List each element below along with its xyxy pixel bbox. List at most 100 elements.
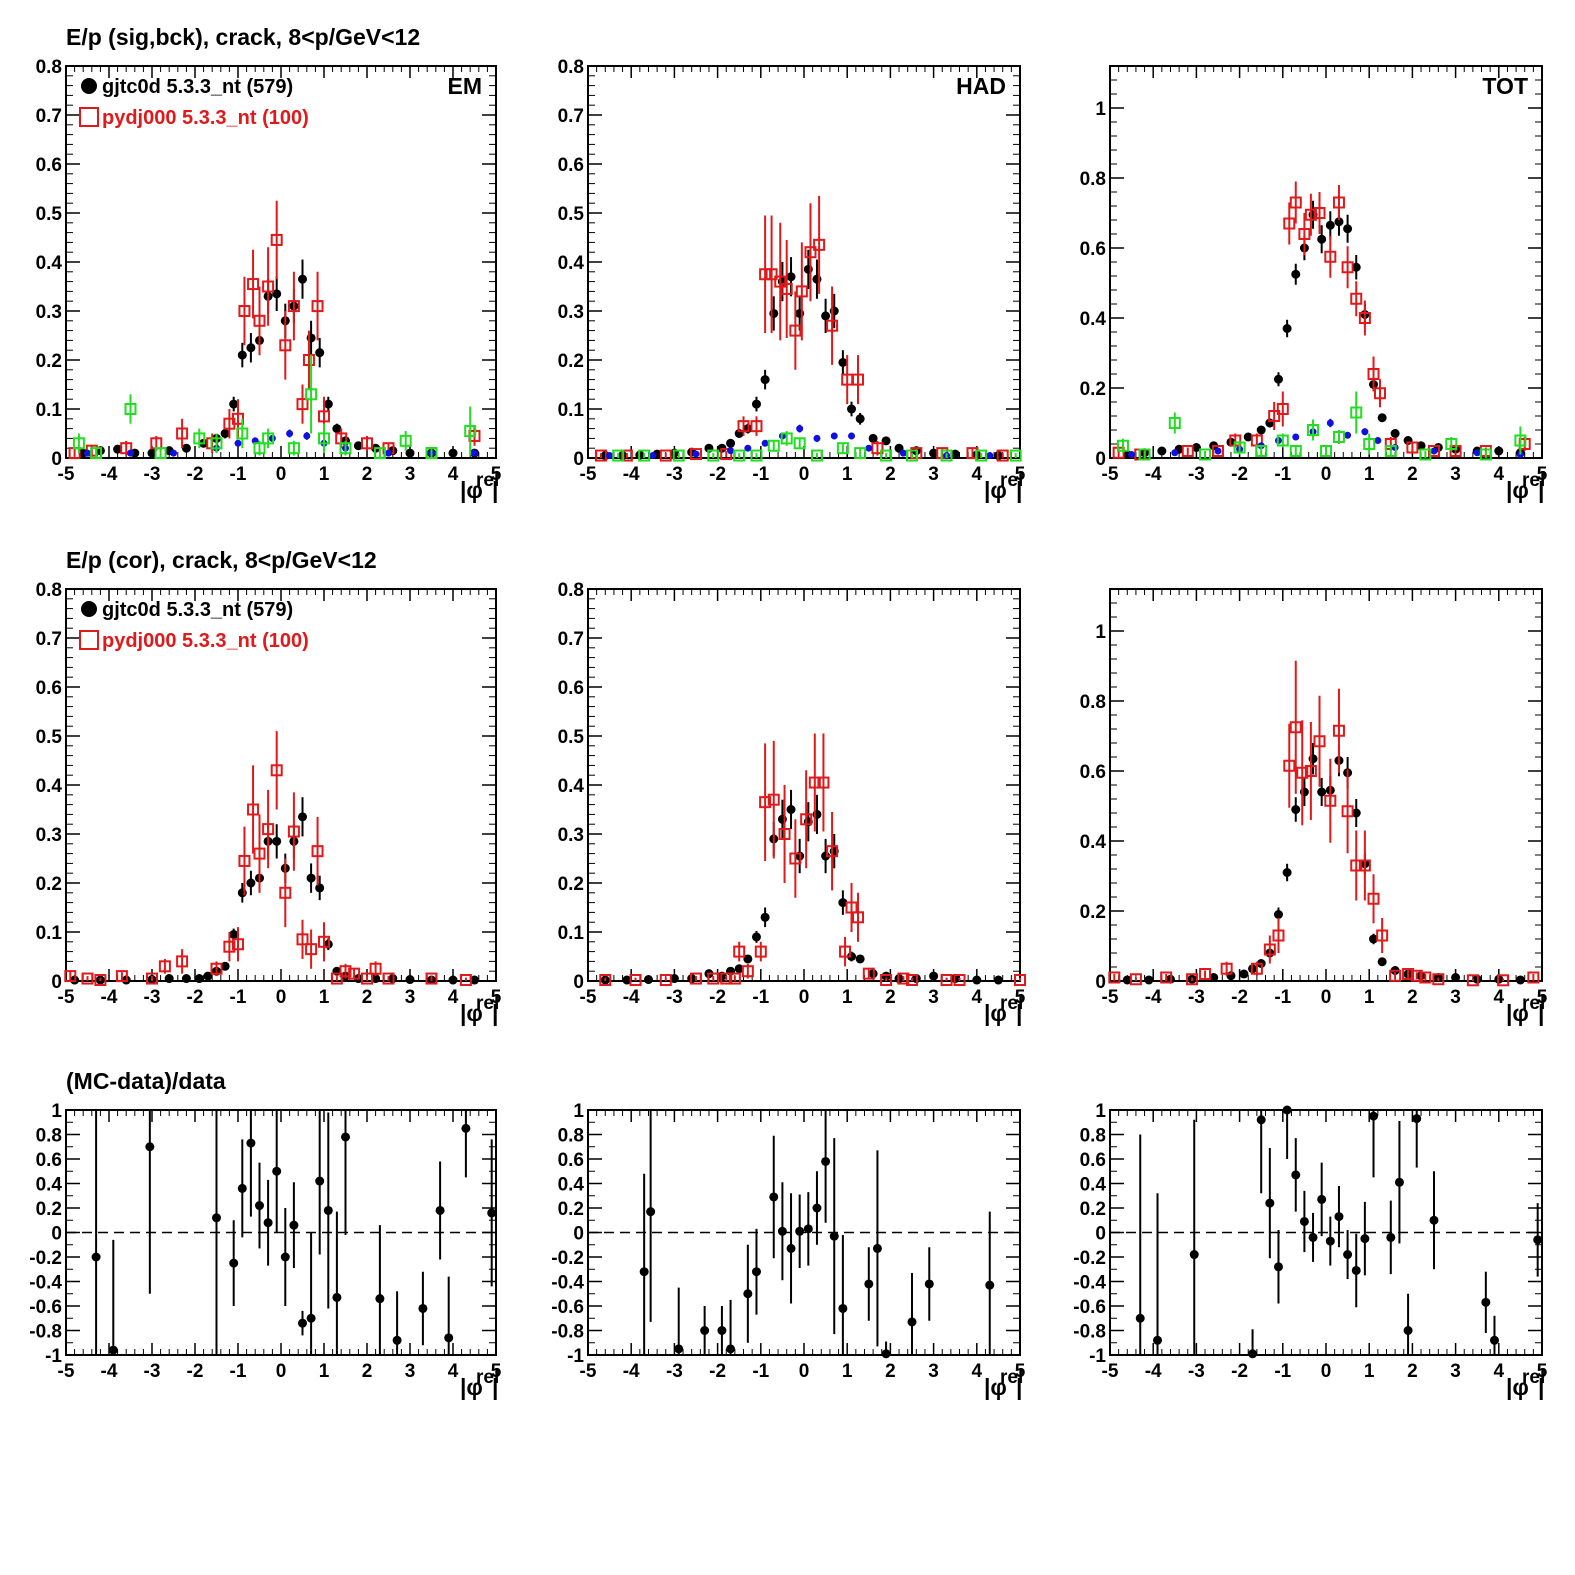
data-point	[246, 343, 256, 353]
data-point	[287, 300, 300, 313]
data-point	[1533, 1235, 1543, 1245]
panel-sig_had: -5 -4 -3 -2 -1 0 1 2 3 4 5 0 0.1 0.2 0.3 0.4 0.5 0.6 0.7 0.…	[558, 57, 1026, 503]
data-point	[238, 854, 251, 867]
data-point	[737, 420, 750, 433]
data-point	[733, 449, 746, 462]
x-tick-label: 1	[319, 1361, 330, 1382]
data-point	[1514, 434, 1527, 447]
data-point	[821, 1156, 831, 1166]
x-tick-label: 2	[885, 464, 896, 485]
data-point	[847, 404, 857, 414]
data-point	[1243, 432, 1253, 442]
data-point	[1466, 974, 1479, 987]
series-1	[64, 731, 472, 987]
y-tick-label: 0.1	[36, 923, 63, 944]
data-point	[1358, 312, 1371, 324]
x-tick-label: 0	[799, 464, 810, 485]
data-point	[1239, 969, 1249, 979]
data-point	[1332, 196, 1345, 209]
data-point	[1250, 962, 1263, 975]
x-tick-label: -1	[230, 987, 247, 1008]
data-point	[761, 439, 769, 447]
data-point	[279, 886, 292, 899]
data-point	[1350, 859, 1363, 872]
data-point	[1199, 448, 1212, 461]
data-point	[238, 305, 251, 317]
panel-label: EM	[448, 73, 483, 99]
data-point	[1009, 449, 1022, 462]
y-tick-label: -0.8	[1073, 1322, 1106, 1343]
data-point	[1214, 447, 1222, 455]
data-point	[332, 424, 342, 434]
series-0	[1135, 1105, 1543, 1359]
x-tick-label: 1	[319, 987, 330, 1008]
y-tick-label: 0.4	[1080, 309, 1107, 330]
data-point	[774, 275, 787, 288]
data-point	[1430, 447, 1438, 455]
x-tick-label: 4	[448, 987, 459, 1008]
y-tick-label: 0.7	[558, 106, 584, 127]
data-point	[1374, 387, 1386, 400]
data-point	[220, 961, 230, 971]
data-point	[253, 847, 266, 860]
y-tick-label: -0.4	[1073, 1273, 1106, 1294]
y-tick-label: 0.4	[1080, 832, 1107, 853]
data-point	[674, 1344, 684, 1354]
y-tick-label: 0.2	[1080, 902, 1106, 923]
data-point	[237, 1183, 247, 1193]
data-point	[270, 764, 283, 777]
data-point	[868, 433, 878, 443]
data-point	[643, 975, 653, 985]
x-tick-label: 4	[972, 1361, 983, 1382]
y-tick-label: 0.2	[558, 874, 584, 895]
data-point	[353, 441, 363, 451]
data-point	[1325, 1236, 1335, 1246]
data-point	[296, 933, 309, 946]
x-axis-label-bar: |	[492, 477, 498, 503]
panel-label: TOT	[1482, 73, 1528, 99]
y-tick-label: 0.4	[36, 1175, 63, 1196]
data-point	[1489, 1335, 1499, 1345]
y-tick-label: 0.8	[558, 1126, 584, 1147]
panels-group: -5 -4 -3 -2 -1 0 1 2 3 4 5 0 0.1 0.2 0.3 0.4 0.5 0.6 0.7 0.…	[29, 57, 1547, 1400]
x-tick-label: -5	[1102, 1361, 1119, 1382]
y-tick-label: 0.6	[1080, 762, 1106, 783]
x-tick-label: 5	[491, 464, 502, 485]
data-point	[399, 434, 412, 447]
x-tick-label: -1	[752, 987, 769, 1008]
data-point	[759, 796, 772, 809]
x-axis-label-sup: rel	[1000, 470, 1023, 491]
x-axis-label-bar: |	[1016, 1000, 1022, 1026]
y-tick-label: 0.4	[558, 776, 585, 797]
x-tick-label: 1	[319, 464, 330, 485]
plot-frame	[587, 588, 1021, 982]
x-tick-label: -5	[58, 987, 75, 1008]
data-point	[1369, 1111, 1379, 1121]
data-point	[759, 268, 772, 281]
data-point	[690, 972, 702, 985]
x-axis-label-sup: rel	[1522, 993, 1545, 1014]
x-tick-label: -4	[101, 987, 118, 1008]
series-0	[70, 797, 479, 985]
data-point	[786, 1243, 796, 1253]
data-point	[639, 1267, 649, 1277]
x-tick-label: 1	[842, 987, 853, 1008]
y-tick-label: 0.8	[36, 1126, 62, 1147]
y-tick-label: -0.6	[1073, 1297, 1106, 1318]
y-tick-label: -0.2	[29, 1248, 62, 1269]
x-tick-label: 5	[1537, 987, 1548, 1008]
series-3	[612, 431, 1022, 462]
x-tick-label: -3	[1188, 464, 1205, 485]
data-point	[733, 945, 746, 958]
x-tick-label: -2	[1231, 464, 1248, 485]
data-point	[1160, 971, 1173, 984]
data-point	[750, 449, 763, 462]
data-point	[1263, 943, 1276, 956]
x-tick-label: -4	[1145, 1361, 1162, 1382]
data-point	[1220, 962, 1233, 975]
x-tick-label: 1	[842, 464, 853, 485]
y-tick-label: 0.6	[36, 678, 62, 699]
x-axis-label-bar: |	[492, 1374, 498, 1400]
data-point	[754, 945, 767, 958]
data-point	[1363, 438, 1376, 450]
